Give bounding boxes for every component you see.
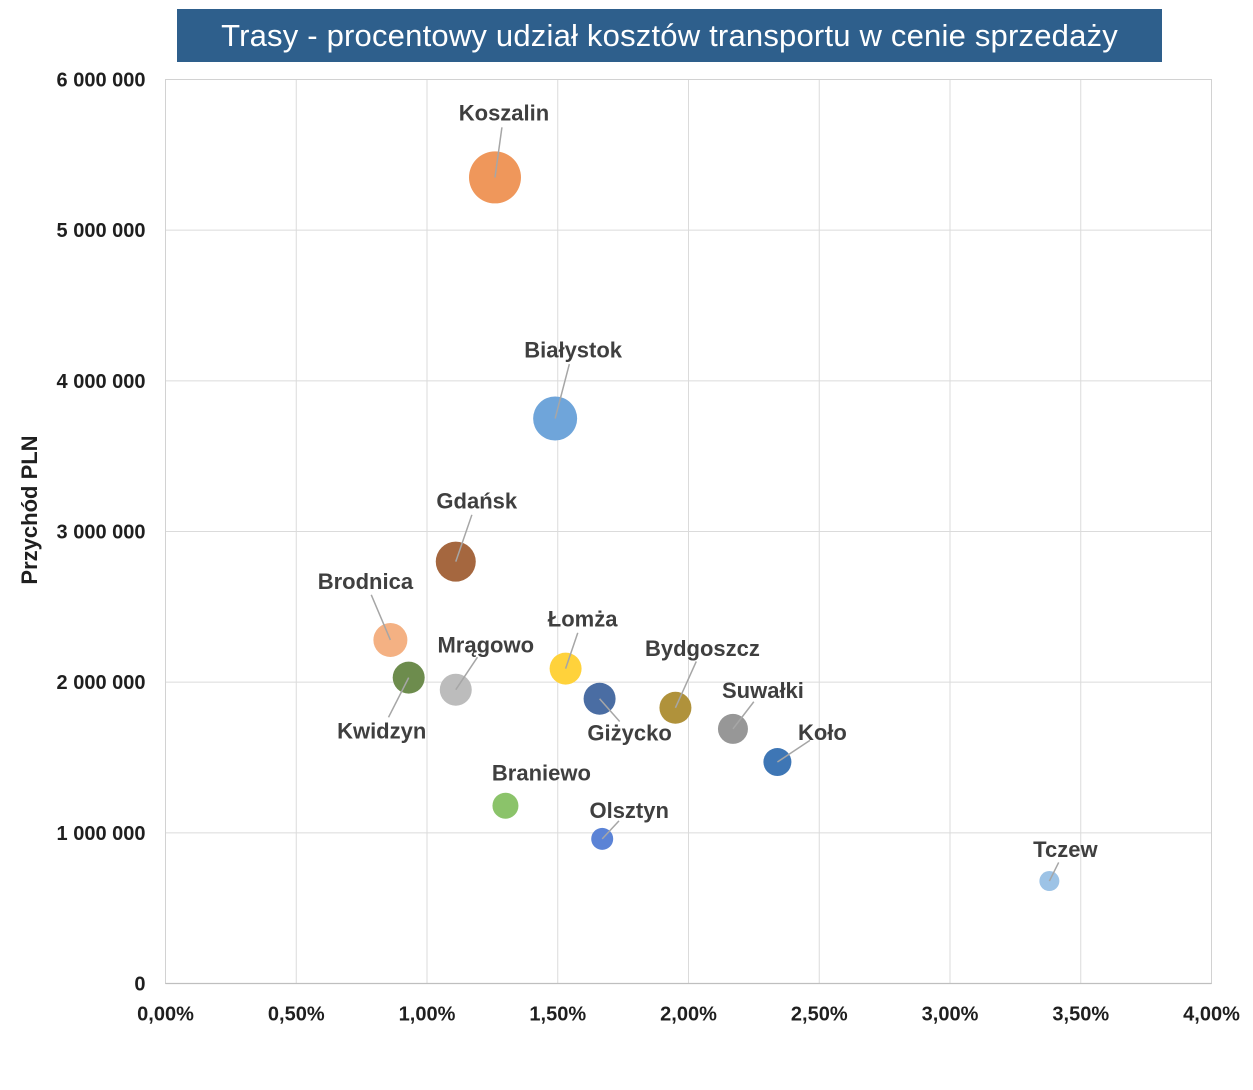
city-label-koło: Koło bbox=[798, 720, 847, 745]
leader-line-tczew bbox=[1048, 862, 1060, 882]
x-tick-label: 0,50% bbox=[268, 1004, 325, 1026]
x-tick-label: 1,50% bbox=[529, 1004, 586, 1026]
leader-line-gdańsk bbox=[455, 514, 473, 562]
city-label-olsztyn: Olsztyn bbox=[589, 798, 668, 823]
chart-title: Trasy - procentowy udział kosztów transp… bbox=[177, 9, 1162, 62]
y-tick-label: 3 000 000 bbox=[57, 522, 146, 544]
y-tick-label: 1 000 000 bbox=[57, 823, 146, 845]
y-tick-label: 6 000 000 bbox=[57, 70, 146, 92]
city-label-łomża: Łomża bbox=[548, 607, 618, 632]
x-tick-label: 0,00% bbox=[137, 1004, 194, 1026]
y-tick-label: 5 000 000 bbox=[57, 220, 146, 242]
y-tick-label: 2 000 000 bbox=[57, 672, 146, 694]
city-label-mrągowo: Mrągowo bbox=[437, 633, 534, 658]
leader-line-kwidzyn bbox=[387, 677, 410, 718]
city-label-braniewo: Braniewo bbox=[492, 761, 591, 786]
leader-line-olsztyn bbox=[601, 820, 620, 840]
x-tick-label: 2,00% bbox=[660, 1004, 717, 1026]
y-tick-label: 0 bbox=[134, 974, 145, 996]
leader-line-giżycko bbox=[599, 698, 621, 722]
x-tick-label: 1,00% bbox=[399, 1004, 456, 1026]
x-tick-label: 4,00% bbox=[1183, 1004, 1240, 1026]
city-label-koszalin: Koszalin bbox=[459, 100, 549, 125]
city-label-kwidzyn: Kwidzyn bbox=[337, 719, 426, 744]
x-tick-label: 3,00% bbox=[922, 1004, 979, 1026]
leader-line-białystok bbox=[554, 363, 571, 419]
city-label-suwałki: Suwałki bbox=[722, 678, 804, 703]
y-tick-label: 4 000 000 bbox=[57, 371, 146, 393]
leader-line-mrągowo bbox=[455, 656, 479, 691]
data-point-braniewo[interactable] bbox=[492, 792, 519, 819]
city-label-gdańsk: Gdańsk bbox=[436, 489, 517, 514]
leader-line-koszalin bbox=[494, 127, 503, 178]
leader-line-brodnica bbox=[370, 594, 392, 641]
x-tick-label: 2,50% bbox=[791, 1004, 848, 1026]
leader-line-bydgoszcz bbox=[674, 661, 697, 709]
leader-line-koło bbox=[776, 739, 811, 763]
leader-line-łomża bbox=[564, 632, 579, 669]
leader-line-suwałki bbox=[732, 701, 755, 730]
y-axis-title: Przychód PLN bbox=[17, 435, 42, 585]
city-label-giżycko: Giżycko bbox=[587, 721, 671, 746]
city-label-brodnica: Brodnica bbox=[318, 569, 414, 594]
city-label-tczew: Tczew bbox=[1033, 837, 1098, 862]
city-label-bydgoszcz: Bydgoszcz bbox=[645, 636, 760, 661]
city-label-białystok: Białystok bbox=[524, 338, 623, 363]
x-tick-label: 3,50% bbox=[1052, 1004, 1109, 1026]
